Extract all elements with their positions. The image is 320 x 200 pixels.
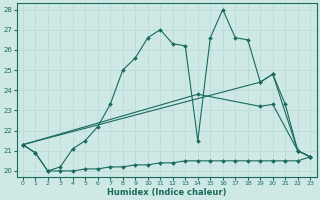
X-axis label: Humidex (Indice chaleur): Humidex (Indice chaleur) xyxy=(107,188,226,197)
